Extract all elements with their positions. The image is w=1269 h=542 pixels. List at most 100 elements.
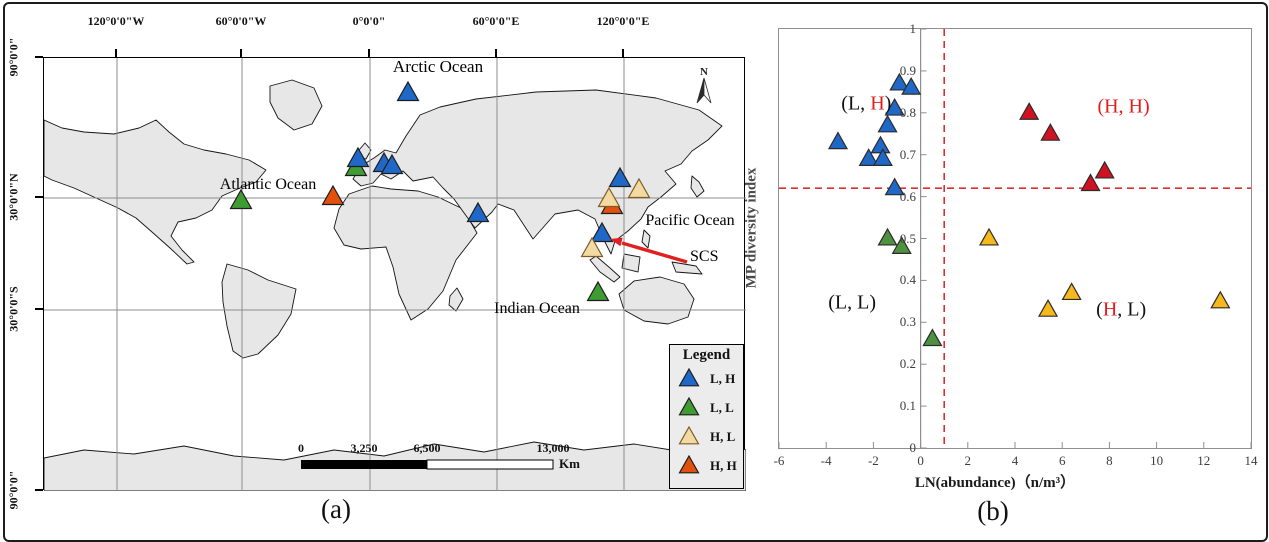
x-tick-label: 4 bbox=[1011, 453, 1019, 468]
data-point-LL bbox=[891, 236, 912, 254]
north-arrow-icon: N bbox=[696, 66, 712, 104]
map-marker-atlantic-ocean-LL bbox=[229, 188, 253, 210]
data-point-HL bbox=[1210, 290, 1231, 309]
map-lon-tick bbox=[495, 49, 497, 57]
x-tick-label: 10 bbox=[1150, 453, 1164, 468]
y-tick-label: 0.4 bbox=[899, 272, 916, 288]
data-point-HH bbox=[1094, 160, 1115, 179]
quadrant-label-part: ( bbox=[1096, 298, 1103, 321]
legend-item-label: L, H bbox=[710, 370, 736, 386]
scatter-canvas bbox=[778, 28, 1252, 449]
map-marker-west-europe-LH bbox=[346, 146, 370, 168]
map-lon-label: 120°0'0"E bbox=[596, 14, 650, 28]
data-point-LH bbox=[889, 72, 910, 91]
data-point-HL bbox=[1061, 282, 1082, 301]
map-lon-label: 120°0'0"W bbox=[87, 14, 145, 28]
map-lat-tick bbox=[35, 56, 43, 58]
continent-north-america bbox=[44, 119, 267, 265]
x-tick-label: 12 bbox=[1197, 453, 1211, 468]
map-lon-label: 60°0'0"W bbox=[215, 14, 267, 28]
map-lat-label: 30°0'0"N bbox=[6, 173, 21, 221]
map-marker-scs-HL bbox=[580, 236, 604, 258]
map-marker-east-china-sea-LH bbox=[608, 166, 632, 188]
scs-label: SCS bbox=[690, 248, 719, 265]
data-point-HL bbox=[978, 227, 1000, 246]
y-tick-label: 0 bbox=[909, 440, 917, 455]
island-greenland bbox=[269, 79, 323, 131]
quadrant-label-0: (L, H) bbox=[841, 93, 891, 116]
map-marker-south-china-HL bbox=[597, 186, 621, 208]
legend-item-LH: L, H bbox=[670, 364, 743, 393]
map-lon-tick bbox=[115, 49, 117, 57]
ocean-label-atlantic: Atlantic Ocean bbox=[219, 176, 317, 193]
legend-item-HL: H, L bbox=[670, 422, 743, 451]
data-point-LH bbox=[877, 114, 898, 133]
legend-item-LL: L, L bbox=[670, 393, 743, 422]
ocean-label-indian: Indian Ocean bbox=[494, 300, 580, 317]
panel-b-caption: (b) bbox=[977, 496, 1009, 526]
map-lat-tick bbox=[35, 308, 43, 310]
island-new-guinea bbox=[671, 261, 703, 275]
map-marker-arctic-ocean-LH bbox=[396, 80, 420, 102]
triangle-marker bbox=[678, 425, 700, 444]
y-axis-title: MP diversity index bbox=[743, 167, 760, 289]
x-tick-label: 0 bbox=[917, 453, 924, 468]
map-marker-scs-LH bbox=[590, 221, 614, 243]
triangle-marker bbox=[678, 367, 700, 386]
quadrant-label-part: H bbox=[870, 92, 885, 115]
continent-south-america bbox=[221, 263, 297, 359]
island-madagascar bbox=[448, 287, 464, 312]
map-lat-label: 90°0'0" bbox=[6, 470, 21, 510]
data-point-LH bbox=[827, 131, 849, 150]
map-lon-tick bbox=[240, 49, 242, 57]
world-map-panel: N Arctic Ocean Atlantic Ocean Pacific Oc… bbox=[43, 57, 746, 491]
map-lon-label: 0°0'0" bbox=[352, 14, 386, 28]
quadrant-label-part: H bbox=[1102, 298, 1118, 321]
island-philippines bbox=[641, 229, 651, 249]
y-tick-label: 0.9 bbox=[899, 62, 916, 78]
x-tick-label: -6 bbox=[773, 453, 785, 468]
legend-item-label: L, L bbox=[710, 399, 734, 415]
legend-item-label: H, H bbox=[710, 457, 737, 473]
ocean-label-arctic: Arctic Ocean bbox=[392, 57, 484, 76]
x-tick-label: -4 bbox=[820, 453, 832, 468]
data-point-LH bbox=[901, 76, 922, 95]
map-marker-arabian-sea-LH bbox=[466, 201, 490, 223]
scalebar-tick-3: 13,000 bbox=[536, 441, 570, 455]
quadrant-label-part: (L, bbox=[841, 92, 871, 115]
y-tick-label: 1 bbox=[909, 21, 917, 36]
legend-triangle-icon bbox=[678, 454, 700, 473]
continent-eurasia bbox=[352, 89, 723, 255]
x-tick-label: 2 bbox=[964, 453, 972, 468]
data-point-LH bbox=[858, 148, 879, 166]
scalebar-tick-2: 6,500 bbox=[413, 441, 441, 455]
scatter-plot: 0 0.1 0.2 0.3 0.4 0.5 0.6 0.7 0.8 0.9 1 -6 -4 -2 0 2 4 6… bbox=[774, 21, 1258, 468]
map-marker-east-china-sea-HL bbox=[627, 177, 651, 199]
island-sumatra bbox=[589, 255, 621, 283]
x-tick-label: 6 bbox=[1058, 453, 1066, 468]
map-markers bbox=[229, 80, 651, 302]
figure-border-frame bbox=[3, 2, 1268, 542]
map-lat-label: 90°0'0" bbox=[6, 37, 21, 77]
y-tick-label: 0.8 bbox=[899, 104, 916, 120]
data-point-LH bbox=[872, 148, 893, 166]
map-lon-tick bbox=[622, 49, 624, 57]
x-tick-label: 14 bbox=[1244, 453, 1258, 468]
triangle-marker bbox=[678, 454, 700, 473]
legend-item-HH: H, H bbox=[670, 451, 743, 480]
quadrant-label-part: , L) bbox=[1117, 298, 1147, 321]
continents bbox=[44, 79, 746, 491]
y-tick-label: 0.1 bbox=[899, 398, 916, 414]
y-tick-label: 0.3 bbox=[899, 314, 916, 330]
data-point-HL bbox=[1037, 299, 1059, 317]
map-lon-label: 60°0'0"E bbox=[472, 14, 520, 28]
legend-triangle-icon bbox=[678, 425, 700, 444]
island-japan bbox=[690, 175, 705, 198]
x-axis-title: LN(abundance)（n/m³） bbox=[914, 475, 1076, 491]
panel-a-caption: (a) bbox=[321, 494, 351, 524]
y-tick-label: 0.2 bbox=[899, 356, 916, 372]
scalebar-tick-0: 0 bbox=[298, 441, 304, 455]
data-point-HH bbox=[1040, 123, 1061, 141]
quadrant-label-part: (L, L) bbox=[828, 291, 877, 314]
north-arrow-label: N bbox=[700, 66, 708, 78]
